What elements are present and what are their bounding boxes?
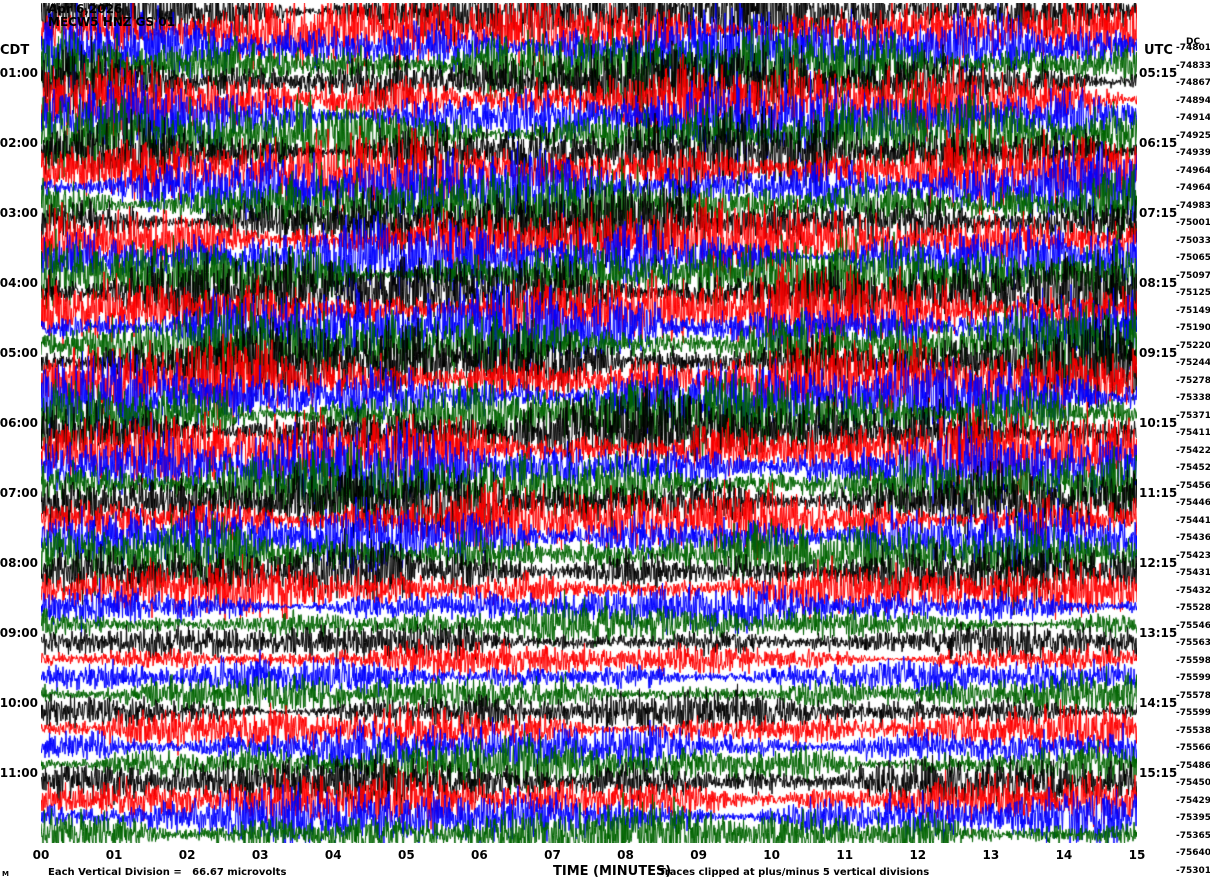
dc-offset-value: -75190 [1176,323,1210,333]
dc-offset-value: -74894 [1176,95,1210,106]
header-station-code: MECW5 HNZ GS 01 [48,15,176,29]
minute-tick-label: 07 [544,848,561,862]
dc-offset-value: -75446 [1176,498,1210,508]
dc-offset-value: -75395 [1176,813,1210,823]
left-hour-label: 06:00 [0,416,38,430]
minute-tick-label: 02 [178,848,196,862]
dc-offset-value: -75450 [1176,778,1210,788]
right-hour-label: 12:15 [1139,556,1178,570]
dc-offset-value: -75278 [1176,375,1210,386]
right-hour-label: 14:15 [1139,696,1178,710]
dc-offset-value: -74833 [1176,60,1210,71]
dc-column-header: DC [1186,37,1201,47]
dc-offset-value: -74867 [1176,78,1210,88]
dc-offset-value: -75422 [1176,445,1210,456]
dc-offset-value: -75097 [1176,270,1210,281]
minute-tick-label: 15 [1128,848,1146,862]
minute-tick-label: 08 [617,848,634,862]
dc-offset-value: -75546 [1176,620,1210,631]
dc-offset-value: -74964 [1176,165,1210,176]
left-hour-label: 02:00 [0,136,38,150]
dc-offset-value: -75599 [1176,708,1210,718]
left-hour-label: 10:00 [0,696,38,710]
dc-offset-value: -74801 [1176,43,1210,53]
dc-offset-value: -75538 [1176,725,1210,736]
dc-offset-value: -74925 [1176,130,1210,141]
seismogram-plot-area [41,3,1137,843]
dc-offset-value: -75365 [1176,830,1210,841]
dc-offset-value: -75149 [1176,305,1210,316]
dc-offset-value: -75301 [1176,865,1210,876]
dc-offset-value: -75563 [1176,638,1210,648]
dc-offset-value: -75432 [1176,585,1210,596]
left-timezone-label: CDT [0,43,30,58]
dc-offset-value: -75578 [1176,690,1210,701]
right-hour-label: 06:15 [1139,136,1178,150]
right-hour-label: 15:15 [1139,766,1178,780]
minute-tick-label: 12 [909,848,927,862]
vertical-division-caption: Each Vertical Division = 66.67 microvolt… [48,867,287,878]
minute-tick-label: 05 [397,848,415,862]
xaxis-title: TIME (MINUTES) [553,864,672,879]
right-hour-label: 11:15 [1139,486,1178,500]
left-hour-label: 04:00 [0,276,38,290]
minute-tick-label: 10 [763,848,781,862]
minute-tick-label: 04 [324,848,342,862]
right-hour-label: 08:15 [1139,276,1178,290]
dc-offset-value: -75598 [1176,655,1210,666]
minute-tick-label: 06 [471,848,488,862]
dc-offset-value: -74914 [1176,113,1210,123]
left-hour-label: 08:00 [0,556,38,570]
minute-tick-label: 03 [251,848,269,862]
dc-offset-value: -75033 [1176,235,1210,246]
right-timezone-label: UTC [1144,43,1173,58]
right-hour-label: 09:15 [1139,346,1178,360]
left-hour-label: 05:00 [0,346,38,360]
left-hour-label: 11:00 [0,766,38,780]
right-hour-label: 07:15 [1139,206,1178,220]
dc-offset-value: -75436 [1176,533,1210,543]
dc-offset-value: -75640 [1176,848,1210,858]
header-date: Apr 6,2026 [48,2,123,16]
left-hour-label: 07:00 [0,486,38,500]
clipping-note-caption: Traces clipped at plus/minus 5 vertical … [659,867,930,878]
right-hour-label: 13:15 [1139,626,1178,640]
seismogram-trace-canvas [41,3,1137,843]
minute-tick-label: 09 [690,848,707,862]
dc-offset-value: -75431 [1176,568,1210,578]
dc-offset-value: -75486 [1176,760,1210,771]
left-hour-label: 01:00 [0,66,38,80]
dc-offset-value: -74983 [1176,200,1210,211]
minute-tick-label: 14 [1055,848,1073,862]
corner-mark: M [2,870,9,878]
dc-offset-value: -74939 [1176,148,1210,158]
minute-tick-label: 00 [32,848,50,862]
left-hour-label: 03:00 [0,206,38,220]
dc-offset-value: -75452 [1176,463,1210,473]
dc-offset-value: -75001 [1176,218,1210,228]
right-hour-label: 10:15 [1139,416,1178,430]
dc-offset-value: -75456 [1176,480,1210,491]
minute-tick-label: 11 [836,848,854,862]
dc-offset-value: -75244 [1176,358,1210,368]
dc-offset-value: -74964 [1176,183,1210,193]
minute-tick-label: 13 [982,848,1000,862]
dc-offset-value: -75441 [1176,515,1210,526]
dc-offset-value: -75371 [1176,410,1210,421]
dc-offset-value: -75125 [1176,288,1210,298]
dc-offset-value: -75411 [1176,428,1210,438]
dc-offset-value: -75220 [1176,340,1210,351]
dc-offset-value: -75566 [1176,743,1210,753]
dc-offset-value: -75065 [1176,253,1210,263]
minute-tick-label: 01 [105,848,123,862]
dc-offset-value: -75528 [1176,603,1210,613]
dc-offset-value: -75338 [1176,393,1210,403]
left-hour-label: 09:00 [0,626,38,640]
right-hour-label: 05:15 [1139,66,1178,80]
dc-offset-value: -75429 [1176,795,1210,806]
dc-offset-value: -75423 [1176,550,1210,561]
dc-offset-value: -75599 [1176,673,1210,683]
